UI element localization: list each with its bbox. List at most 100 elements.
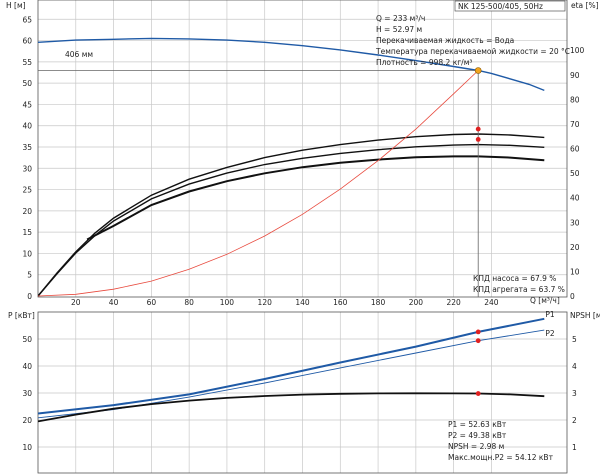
p-tick-label: 20	[22, 416, 32, 425]
series-label-p1: P1	[545, 310, 555, 319]
top-q-axis-label: Q [м³/ч]	[530, 296, 560, 305]
h-tick-label: 60	[22, 37, 32, 46]
qh-curve	[38, 37, 545, 92]
top-q-axis-ticks: 20 40 60 80 100 120 140 160 180 200 220 240	[71, 298, 499, 307]
npsh-tick-label: 1	[572, 443, 577, 452]
eta-tick-label: 30	[570, 218, 580, 227]
q-tick-label: 20	[71, 298, 81, 307]
eta-tick-label: 0	[570, 292, 575, 301]
eta-tick-label: 50	[570, 169, 580, 178]
npsh-curve	[38, 392, 545, 423]
h-tick-label: 5	[27, 271, 32, 280]
eta-tick-label: 60	[570, 145, 580, 154]
bottom-chart: 10 20 30 40 50 1 2 3 4 5 P [кВт] NPSH [м] P1 P2 P…	[8, 310, 600, 474]
q-tick-label: 120	[258, 298, 273, 307]
impeller-diameter-label: 406 мм	[65, 50, 93, 59]
efficiency-curve	[38, 133, 545, 297]
npsh-tick-label: 3	[572, 389, 577, 398]
info-h: H = 52.97 м	[376, 25, 422, 34]
efficiency-curve	[86, 155, 545, 241]
info-npsh: NPSH = 2.98 м	[448, 442, 504, 451]
npsh-axis-ticks: 1 2 3 4 5	[572, 335, 577, 452]
h-tick-label: 20	[22, 207, 32, 216]
eta-axis-label: eta [%]	[571, 1, 599, 10]
top-chart: 0 5 10 15 20 25 30 35 40 45 50 55 60 65 0 10 20 30 40 50 60…	[6, 0, 599, 307]
top-gridlines	[38, 0, 567, 297]
h-tick-label: 40	[22, 122, 32, 131]
npsh-tick-label: 2	[572, 416, 577, 425]
h-axis-label: H [м]	[6, 1, 26, 10]
bottom-gridlines	[38, 312, 567, 473]
efficiency-point-marker	[475, 137, 481, 142]
p-axis-ticks: 10 20 30 40 50	[22, 335, 32, 452]
q-tick-label: 160	[333, 298, 348, 307]
q-tick-label: 240	[484, 298, 499, 307]
eta-tick-label: 70	[570, 120, 580, 129]
bottom-series-labels: P1 P2	[545, 310, 555, 338]
duty-point-marker	[475, 329, 481, 335]
h-tick-label: 50	[22, 79, 32, 88]
info-p1: P1 = 52.63 кВт	[448, 420, 507, 429]
p-tick-label: 40	[22, 362, 32, 371]
top-series	[38, 37, 545, 297]
top-plot-frame	[37, 0, 568, 298]
p-axis-label: P [кВт]	[8, 311, 35, 320]
info-temperature: Температура перекачиваемой жидкости = 20…	[375, 47, 570, 56]
q-tick-label: 80	[184, 298, 194, 307]
info-q: Q = 233 м³/ч	[376, 14, 425, 23]
duty-point-marker	[475, 391, 481, 396]
bottom-marks	[475, 329, 481, 396]
eta-tick-label: 40	[570, 194, 580, 203]
p-tick-label: 50	[22, 335, 32, 344]
top-eta-axis-ticks: 0 10 20 30 40 50 60 70 80 90 100	[570, 46, 585, 301]
bottom-series	[38, 317, 545, 423]
duty-point-marker	[475, 338, 481, 344]
npsh-axis-label: NPSH [м]	[570, 311, 600, 320]
eta-tick-label: 10	[570, 267, 580, 276]
power-info-block: P1 = 52.63 кВт P2 = 49.38 кВт NPSH = 2.9…	[448, 420, 554, 462]
h-tick-label: 55	[22, 58, 32, 67]
eta-tick-label: 80	[570, 95, 580, 104]
h-tick-label: 45	[22, 100, 32, 109]
h-tick-label: 30	[22, 164, 32, 173]
info-liquid: Перекачиваемая жидкость = Вода	[376, 36, 514, 45]
h-tick-label: 25	[22, 186, 32, 195]
eta-tick-label: 100	[570, 46, 585, 55]
eta-tick-label: 90	[570, 71, 580, 80]
info-density: Плотность = 998.2 кг/м³	[376, 58, 472, 67]
bottom-plot-frame	[37, 311, 568, 474]
info-max-p2: Макс.мощн.P2 = 54.12 кВт	[448, 453, 554, 462]
q-tick-label: 200	[409, 298, 424, 307]
info-unit-efficiency: КПД агрегата = 63.7 %	[473, 285, 565, 294]
info-p2: P2 = 49.38 кВт	[448, 431, 507, 440]
h-tick-label: 10	[22, 249, 32, 258]
title-box	[454, 0, 566, 12]
h-tick-label: 65	[22, 15, 32, 24]
operating-point-marker	[474, 67, 482, 74]
q-tick-label: 40	[109, 298, 119, 307]
power-curve-p1	[38, 317, 545, 415]
npsh-tick-label: 4	[572, 362, 577, 371]
p-tick-label: 10	[22, 443, 32, 452]
q-tick-label: 220	[446, 298, 461, 307]
chart-title: NK 125-500/405, 50Hz	[458, 2, 543, 11]
series-label-p2: P2	[545, 329, 555, 338]
h-tick-label: 0	[27, 292, 32, 301]
eta-tick-label: 20	[570, 243, 580, 252]
duty-info-block: Q = 233 м³/ч H = 52.97 м Перекачиваемая …	[375, 14, 570, 67]
q-tick-label: 140	[295, 298, 310, 307]
efficiency-point-marker	[475, 126, 481, 132]
h-tick-label: 35	[22, 143, 32, 152]
efficiency-info-block: КПД насоса = 67.9 % КПД агрегата = 63.7 …	[473, 274, 565, 294]
info-pump-efficiency: КПД насоса = 67.9 %	[473, 274, 556, 283]
q-tick-label: 60	[147, 298, 157, 307]
efficiency-curve	[38, 143, 545, 297]
q-tick-label: 180	[371, 298, 386, 307]
top-h-axis-ticks: 0 5 10 15 20 25 30 35 40 45 50 55 60 65	[22, 15, 32, 301]
p-tick-label: 30	[22, 389, 32, 398]
h-tick-label: 15	[22, 228, 32, 237]
q-tick-label: 100	[220, 298, 235, 307]
system-curve	[38, 70, 479, 297]
npsh-tick-label: 5	[572, 335, 577, 344]
